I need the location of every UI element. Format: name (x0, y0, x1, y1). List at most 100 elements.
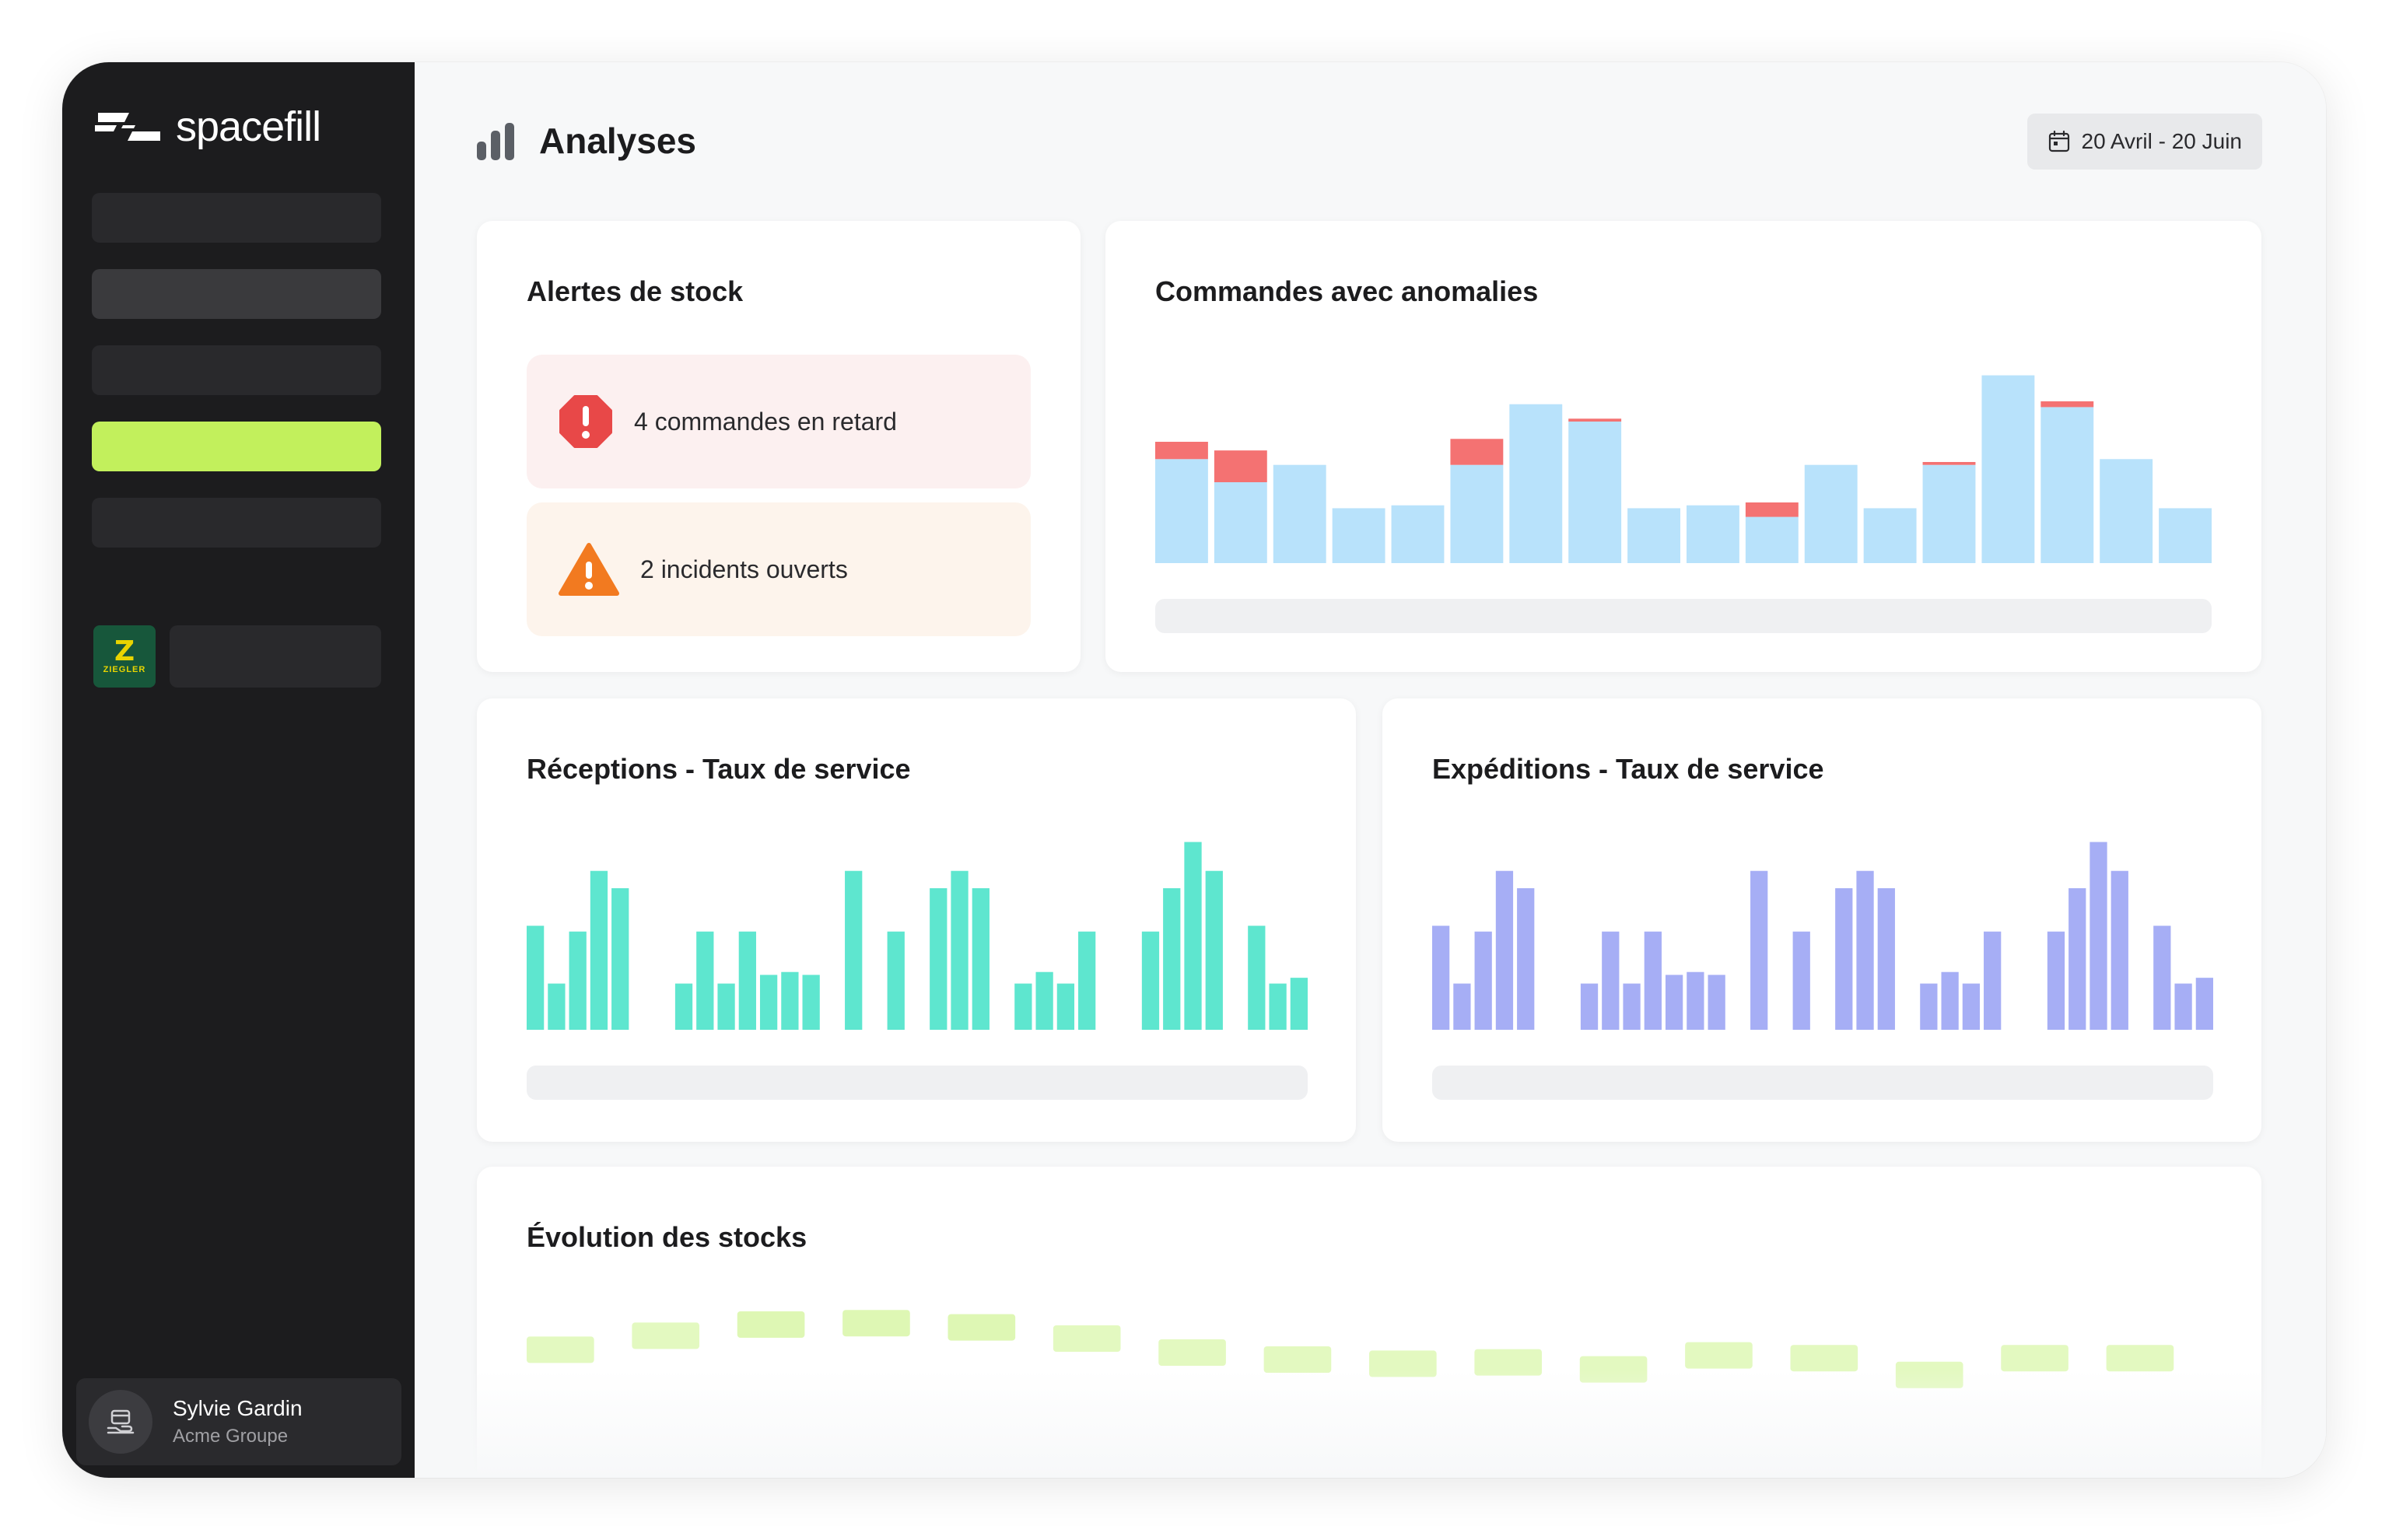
nav-item-analyses-active[interactable] (92, 422, 381, 471)
receptions-bar (569, 931, 587, 1030)
expeditions-bar (1644, 931, 1662, 1030)
client-logo-name: ZIEGLER (103, 665, 146, 674)
receptions-bar (930, 888, 948, 1030)
receptions-chart (527, 828, 1308, 1030)
anomalies-bar-ok (1627, 508, 1680, 563)
expeditions-bar (1602, 931, 1620, 1030)
stocks-bar (1053, 1325, 1121, 1352)
client-selector[interactable] (170, 625, 381, 688)
receptions-bar (1184, 842, 1202, 1030)
stocks-bar (1790, 1345, 1858, 1372)
user-organization: Acme Groupe (173, 1426, 289, 1447)
alert-open-incidents-text: 2 incidents ouverts (640, 555, 848, 583)
expeditions-bar (1984, 931, 2002, 1030)
calendar-icon (2048, 130, 2069, 152)
alert-late-orders-text: 4 commandes en retard (634, 407, 897, 436)
receptions-bar (1035, 971, 1053, 1030)
anomalies-bar-ok (1450, 464, 1504, 563)
expeditions-bar (2195, 978, 2213, 1030)
alert-open-incidents[interactable]: 2 incidents ouverts (527, 502, 1031, 636)
stocks-bar (1474, 1349, 1543, 1376)
expeditions-bar (2089, 842, 2107, 1030)
brand-logo[interactable]: spacefill (93, 103, 321, 151)
expeditions-bar (1920, 983, 1938, 1030)
user-name: Sylvie Gardin (173, 1396, 303, 1420)
receptions-bar (781, 971, 799, 1030)
sidebar: spacefill Z ZIEGLER Sylvie Gardin Ac (62, 62, 415, 1478)
date-range-label: 20 Avril - 20 Juin (2081, 129, 2243, 153)
anomalies-card: Commandes avec anomalies (1105, 221, 2261, 672)
anomalies-bar-ok (1155, 459, 1208, 563)
anomalies-bar-anomaly (1214, 450, 1267, 482)
expeditions-bar (1623, 983, 1641, 1030)
receptions-bar (590, 870, 608, 1030)
expeditions-bar (2068, 888, 2086, 1030)
expeditions-bar (1708, 975, 1725, 1030)
anomalies-title: Commandes avec anomalies (1155, 275, 1539, 307)
receptions-bar (527, 926, 545, 1030)
stocks-bar (632, 1322, 700, 1349)
anomalies-bar-ok (1391, 505, 1445, 563)
anomalies-bar-ok (1273, 464, 1326, 563)
expeditions-chart-svg (1432, 842, 2213, 1030)
stocks-bar (842, 1310, 910, 1337)
user-profile[interactable]: Sylvie Gardin Acme Groupe (76, 1378, 401, 1465)
user-avatar (89, 1390, 152, 1454)
stock-alerts-card: Alertes de stock 4 commandes en retard 2… (477, 221, 1081, 672)
client-logo[interactable]: Z ZIEGLER (93, 625, 156, 688)
receptions-bar (1205, 870, 1223, 1030)
alert-late-orders[interactable]: 4 commandes en retard (527, 355, 1031, 488)
receptions-bar (611, 888, 629, 1030)
expeditions-bar (1665, 975, 1683, 1030)
anomalies-bar-anomaly (1155, 442, 1208, 460)
expeditions-bar (2111, 870, 2128, 1030)
expeditions-bar (1495, 870, 1514, 1030)
date-range-picker[interactable]: 20 Avril - 20 Juin (2026, 114, 2262, 170)
nav-item-1[interactable] (92, 193, 381, 243)
anomalies-scrollbar[interactable] (1155, 599, 2212, 633)
receptions-bar (717, 983, 735, 1030)
receptions-chart-svg (527, 842, 1308, 1030)
receptions-bar (1163, 888, 1181, 1030)
expeditions-bar (1517, 888, 1535, 1030)
receptions-bar (972, 888, 990, 1030)
stocks-bar (1579, 1356, 1648, 1383)
stocks-bar (1263, 1346, 1332, 1373)
anomalies-bar-anomaly (2040, 401, 2094, 408)
error-octagon-icon (559, 395, 612, 448)
anomalies-bar-anomaly (1568, 418, 1622, 422)
anomalies-bar-ok (2040, 407, 2094, 563)
nav-item-3[interactable] (92, 345, 381, 395)
anomalies-bar-anomaly (1450, 439, 1504, 465)
expeditions-card: Expéditions - Taux de service (1382, 698, 2261, 1142)
stocks-bar (1685, 1342, 1753, 1369)
receptions-bar (1056, 983, 1075, 1030)
anomalies-bar-ok (1981, 375, 2035, 563)
anomalies-bar-ok (1745, 516, 1799, 563)
expeditions-bar (2153, 926, 2171, 1030)
expeditions-bar (1835, 888, 1853, 1030)
client-logo-mark: Z (114, 635, 135, 667)
expeditions-chart (1432, 828, 2213, 1030)
receptions-bar (738, 931, 756, 1030)
receptions-scrollbar[interactable] (527, 1066, 1308, 1100)
expeditions-scrollbar[interactable] (1432, 1066, 2213, 1100)
nav-item-5[interactable] (92, 498, 381, 548)
receptions-bar (1141, 931, 1160, 1030)
anomalies-bar-ok (1509, 404, 1563, 563)
warning-triangle-icon (559, 543, 619, 596)
page-title: Analyses (539, 121, 697, 161)
anomalies-bar-ok (1863, 508, 1917, 563)
user-hand-icon (107, 1409, 135, 1434)
anomalies-bar-anomaly (1922, 462, 1976, 465)
receptions-bar (1290, 978, 1308, 1030)
anomalies-bar-ok (1922, 464, 1976, 563)
stocks-chart-svg (527, 1310, 2174, 1388)
receptions-bar (951, 870, 969, 1030)
expeditions-bar (1792, 931, 1810, 1030)
anomalies-bar-ok (1214, 482, 1267, 563)
nav-item-2[interactable] (92, 269, 381, 319)
expeditions-bar (1432, 926, 1450, 1030)
main-content: Analyses 20 Avril - 20 Juin Alertes de s… (415, 62, 2326, 1478)
receptions-bar (1078, 931, 1096, 1030)
